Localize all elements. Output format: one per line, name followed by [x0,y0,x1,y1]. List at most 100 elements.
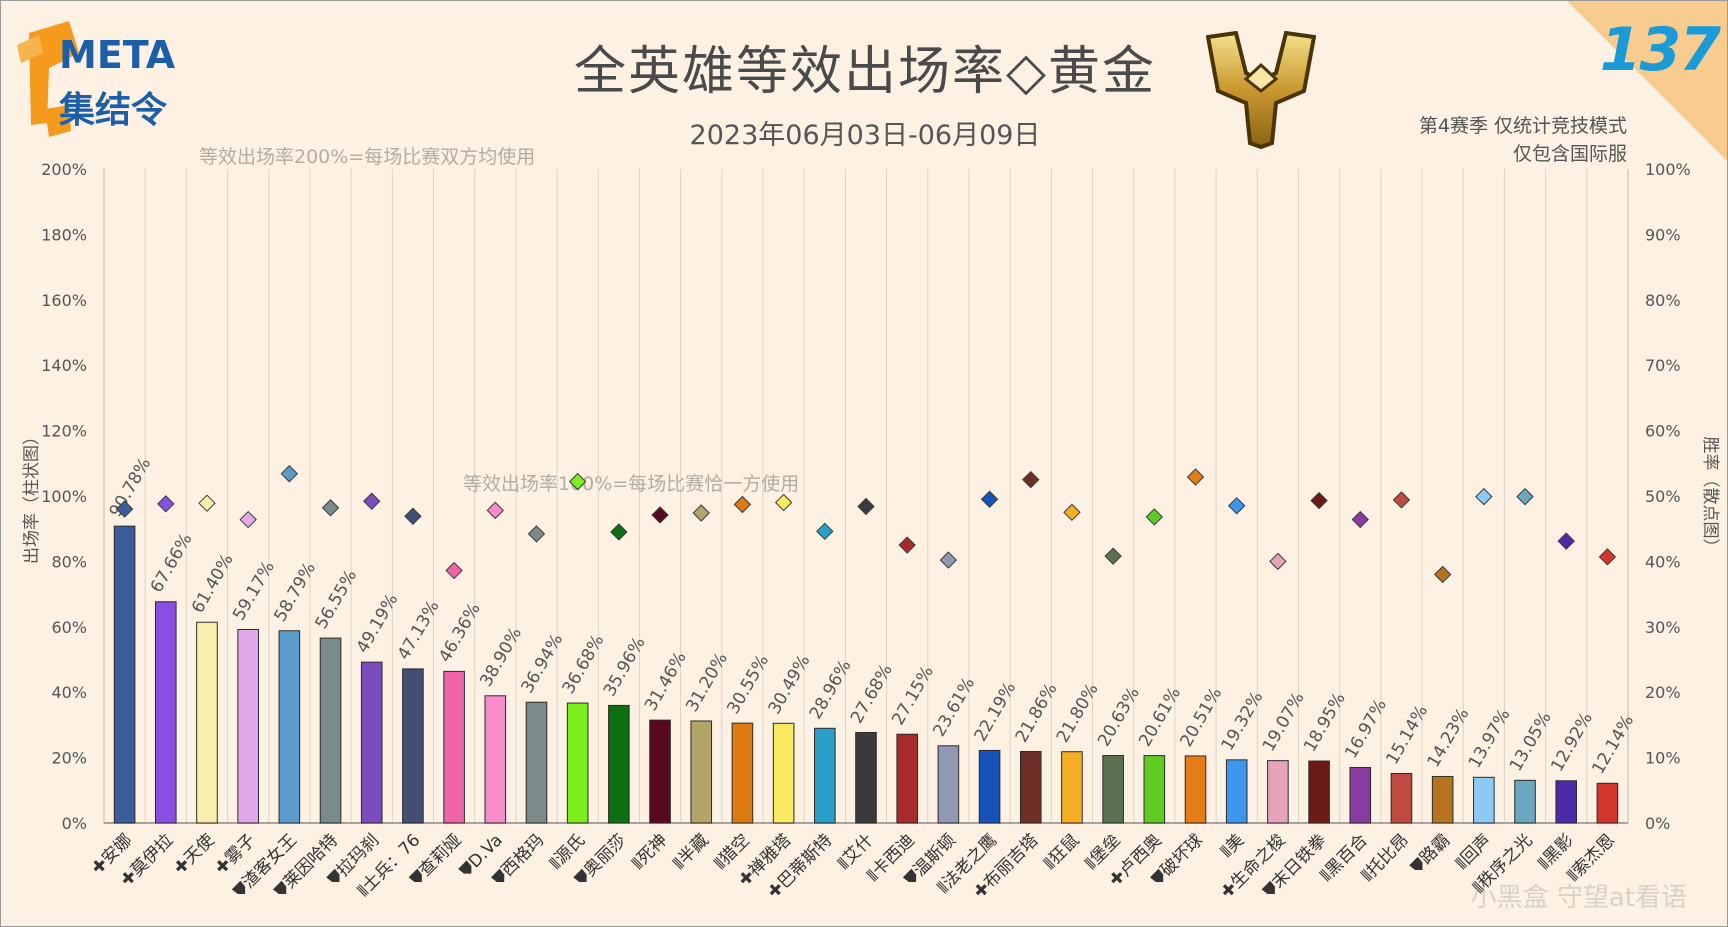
bar [443,670,465,824]
y-tick-label-right: 60% [1645,422,1681,441]
bar [360,661,383,824]
bar [896,733,918,824]
y-tick-label-right: 10% [1645,749,1681,768]
winrate-point [1598,548,1617,566]
winrate-point [774,493,793,512]
bar [1473,776,1495,824]
bar [1143,755,1166,824]
reference-label-200: 等效出场率200%=每场比赛双方均使用 [199,146,535,168]
winrate-point [857,497,875,516]
bar-value-label: 56.55% [312,566,362,632]
bar-value-label: 35.96% [600,634,650,700]
server-note: 仅包含国际服 [1512,143,1627,165]
winrate-point [692,504,710,522]
bar [855,731,877,824]
bar [237,629,259,824]
category-label: ⦀美 [1217,830,1248,861]
bar [814,727,836,824]
bar [1061,751,1083,824]
bar [319,637,342,824]
winrate-point [980,490,999,508]
bar [1267,760,1289,824]
bar [484,695,507,824]
winrate-point [1310,491,1328,510]
bar-value-label: 38.90% [476,624,526,690]
category-label: ⦀死神 [628,830,671,873]
bar [1514,779,1536,824]
bar-value-label: 16.97% [1341,696,1391,762]
y-tick-label-left: 80% [51,552,87,571]
winrate-point [610,523,628,541]
winrate-point [816,522,834,541]
bar [154,601,177,824]
bar [937,745,960,824]
bar [1308,760,1330,824]
winrate-point [1351,510,1369,529]
y-tick-label-left: 160% [41,291,87,310]
bar [1019,751,1042,824]
winrate-point [1022,470,1040,489]
winrate-point [486,501,505,520]
meta-logo-icon [17,21,79,137]
bar [525,701,548,824]
y-tick-label-left: 100% [41,487,87,506]
y-tick-label-left: 60% [51,618,87,637]
winrate-point [404,507,422,525]
y-tick-label-right: 90% [1645,225,1681,244]
issue-number: 137 [1599,15,1721,85]
winrate-point [1516,487,1534,506]
winrate-point [445,561,463,580]
bar [278,630,301,824]
winrate-point [568,472,587,491]
bar-value-label: 23.61% [929,674,979,740]
winrate-point [1227,497,1246,515]
y-tick-label-right: 70% [1645,356,1681,375]
bar [113,525,136,824]
logo-subtitle: 集结令 [59,90,168,131]
winrate-point [651,506,669,524]
winrate-point [1557,532,1575,550]
bar [978,749,1001,824]
y-axis-title-left: 出场率（柱状图） [22,428,42,564]
bar [1225,759,1248,824]
winrate-point [898,536,916,554]
bar [1184,755,1207,824]
winrate-point [363,492,381,510]
y-tick-label-right: 100% [1645,160,1691,179]
winrate-point [733,495,752,514]
y-tick-label-left: 140% [41,356,87,375]
season-note: 第4赛季 仅统计竞技模式 [1418,115,1627,137]
bar-value-label: 67.66% [147,530,197,596]
y-tick-label-right: 40% [1645,552,1681,571]
winrate-point [157,495,175,513]
y-tick-label-left: 120% [41,422,87,441]
winrate-point [1475,487,1493,506]
logo-title: META [59,33,176,77]
y-tick-label-left: 200% [41,160,87,179]
winrate-point [198,494,216,512]
bar [1431,775,1454,824]
y-axis-title-right: 胜率（散点图） [1700,437,1720,556]
y-tick-label-right: 20% [1645,683,1681,702]
bar [649,719,671,824]
winrate-point [280,465,299,483]
date-range: 2023年06月03日-06月09日 [689,120,1041,151]
bar [1555,780,1578,824]
reference-label-100: 等效出场率100%=每场比赛恰一方使用 [463,473,799,495]
bar [690,720,713,824]
winrate-point [239,510,257,529]
bar [1596,782,1619,824]
winrate-point [939,551,958,569]
winrate-point [527,525,546,543]
winrate-point [1392,491,1411,509]
bar [1349,767,1372,824]
category-label: ⦀狂鼠 [1040,830,1083,873]
y-tick-label-left: 0% [62,814,87,833]
bar-value-label: 12.14% [1588,712,1638,778]
winrate-point [321,499,340,517]
winrate-point [1145,508,1164,526]
y-tick-label-left: 40% [51,683,87,702]
page-title: 全英雄等效出场率◇黄金 [574,42,1156,102]
winrate-point [1269,552,1287,571]
